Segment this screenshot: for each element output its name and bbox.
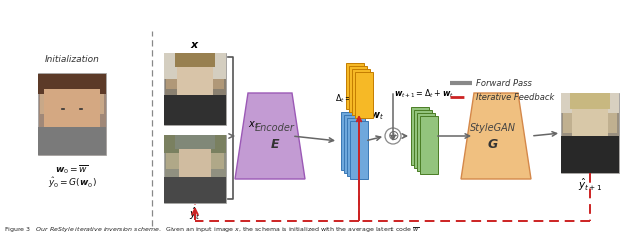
Text: $\boldsymbol{w}_t$: $\boldsymbol{w}_t$ xyxy=(370,110,384,122)
Bar xyxy=(175,53,215,67)
Bar xyxy=(346,63,364,109)
Polygon shape xyxy=(461,93,531,179)
Bar xyxy=(164,53,226,67)
Text: $\boldsymbol{x}$: $\boldsymbol{x}$ xyxy=(190,40,200,50)
Bar xyxy=(420,116,438,174)
Text: $\boldsymbol{w}_{t+1} = \Delta_t + \boldsymbol{w}_t$: $\boldsymbol{w}_{t+1} = \Delta_t + \bold… xyxy=(394,87,454,100)
Bar xyxy=(179,147,211,179)
Bar xyxy=(341,112,359,170)
Bar xyxy=(166,137,224,169)
Text: $\oplus$: $\oplus$ xyxy=(387,128,399,142)
Bar xyxy=(352,69,370,115)
Bar xyxy=(411,107,429,165)
Bar xyxy=(164,135,226,203)
Bar xyxy=(164,177,226,203)
Bar xyxy=(175,135,215,149)
Text: Figure 3   $\mathit{Our\ ReStyle\ iterative\ inversion\ scheme.}$  Given an inpu: Figure 3 $\mathit{Our\ ReStyle\ iterativ… xyxy=(4,225,420,235)
Bar xyxy=(563,95,617,133)
Bar xyxy=(561,93,619,173)
Text: $x_t$: $x_t$ xyxy=(248,119,259,131)
Bar xyxy=(572,108,608,138)
Bar xyxy=(38,74,106,94)
Bar xyxy=(164,135,226,153)
Bar xyxy=(177,65,213,97)
Polygon shape xyxy=(235,93,305,179)
Text: Encoder: Encoder xyxy=(255,123,295,133)
Bar xyxy=(349,66,367,112)
Bar xyxy=(164,95,226,125)
Text: StyleGAN: StyleGAN xyxy=(470,123,516,133)
Bar xyxy=(347,118,365,176)
Circle shape xyxy=(385,128,401,144)
Bar xyxy=(40,75,104,114)
Bar xyxy=(355,72,373,118)
Bar xyxy=(414,110,432,168)
Text: $\hat{y}_{t+1}$: $\hat{y}_{t+1}$ xyxy=(578,177,602,193)
Bar xyxy=(164,53,226,79)
Text: Initialization: Initialization xyxy=(45,54,99,63)
Bar xyxy=(570,93,610,109)
Text: $\boldsymbol{G}$: $\boldsymbol{G}$ xyxy=(487,138,499,150)
Bar xyxy=(38,73,106,155)
Bar xyxy=(166,55,224,89)
Bar xyxy=(164,53,226,125)
Bar xyxy=(561,93,619,113)
Bar xyxy=(417,113,435,171)
Text: $\hat{y}_t$: $\hat{y}_t$ xyxy=(189,206,201,222)
Text: $\Delta_t = E(\boldsymbol{x}_t)$: $\Delta_t = E(\boldsymbol{x}_t)$ xyxy=(335,93,373,105)
Text: Forward Pass: Forward Pass xyxy=(476,79,532,87)
Bar xyxy=(350,121,368,179)
Text: Iterative Feedback: Iterative Feedback xyxy=(476,93,554,101)
Text: $\hat{y}_0 = G(\boldsymbol{w}_0)$: $\hat{y}_0 = G(\boldsymbol{w}_0)$ xyxy=(47,175,97,190)
Bar xyxy=(44,89,100,129)
Text: $\boldsymbol{w}_0 = \overline{w}$: $\boldsymbol{w}_0 = \overline{w}$ xyxy=(56,163,88,176)
Bar xyxy=(561,136,619,173)
Bar xyxy=(344,115,362,173)
Bar xyxy=(38,127,106,155)
Text: $\boldsymbol{E}$: $\boldsymbol{E}$ xyxy=(270,138,280,150)
